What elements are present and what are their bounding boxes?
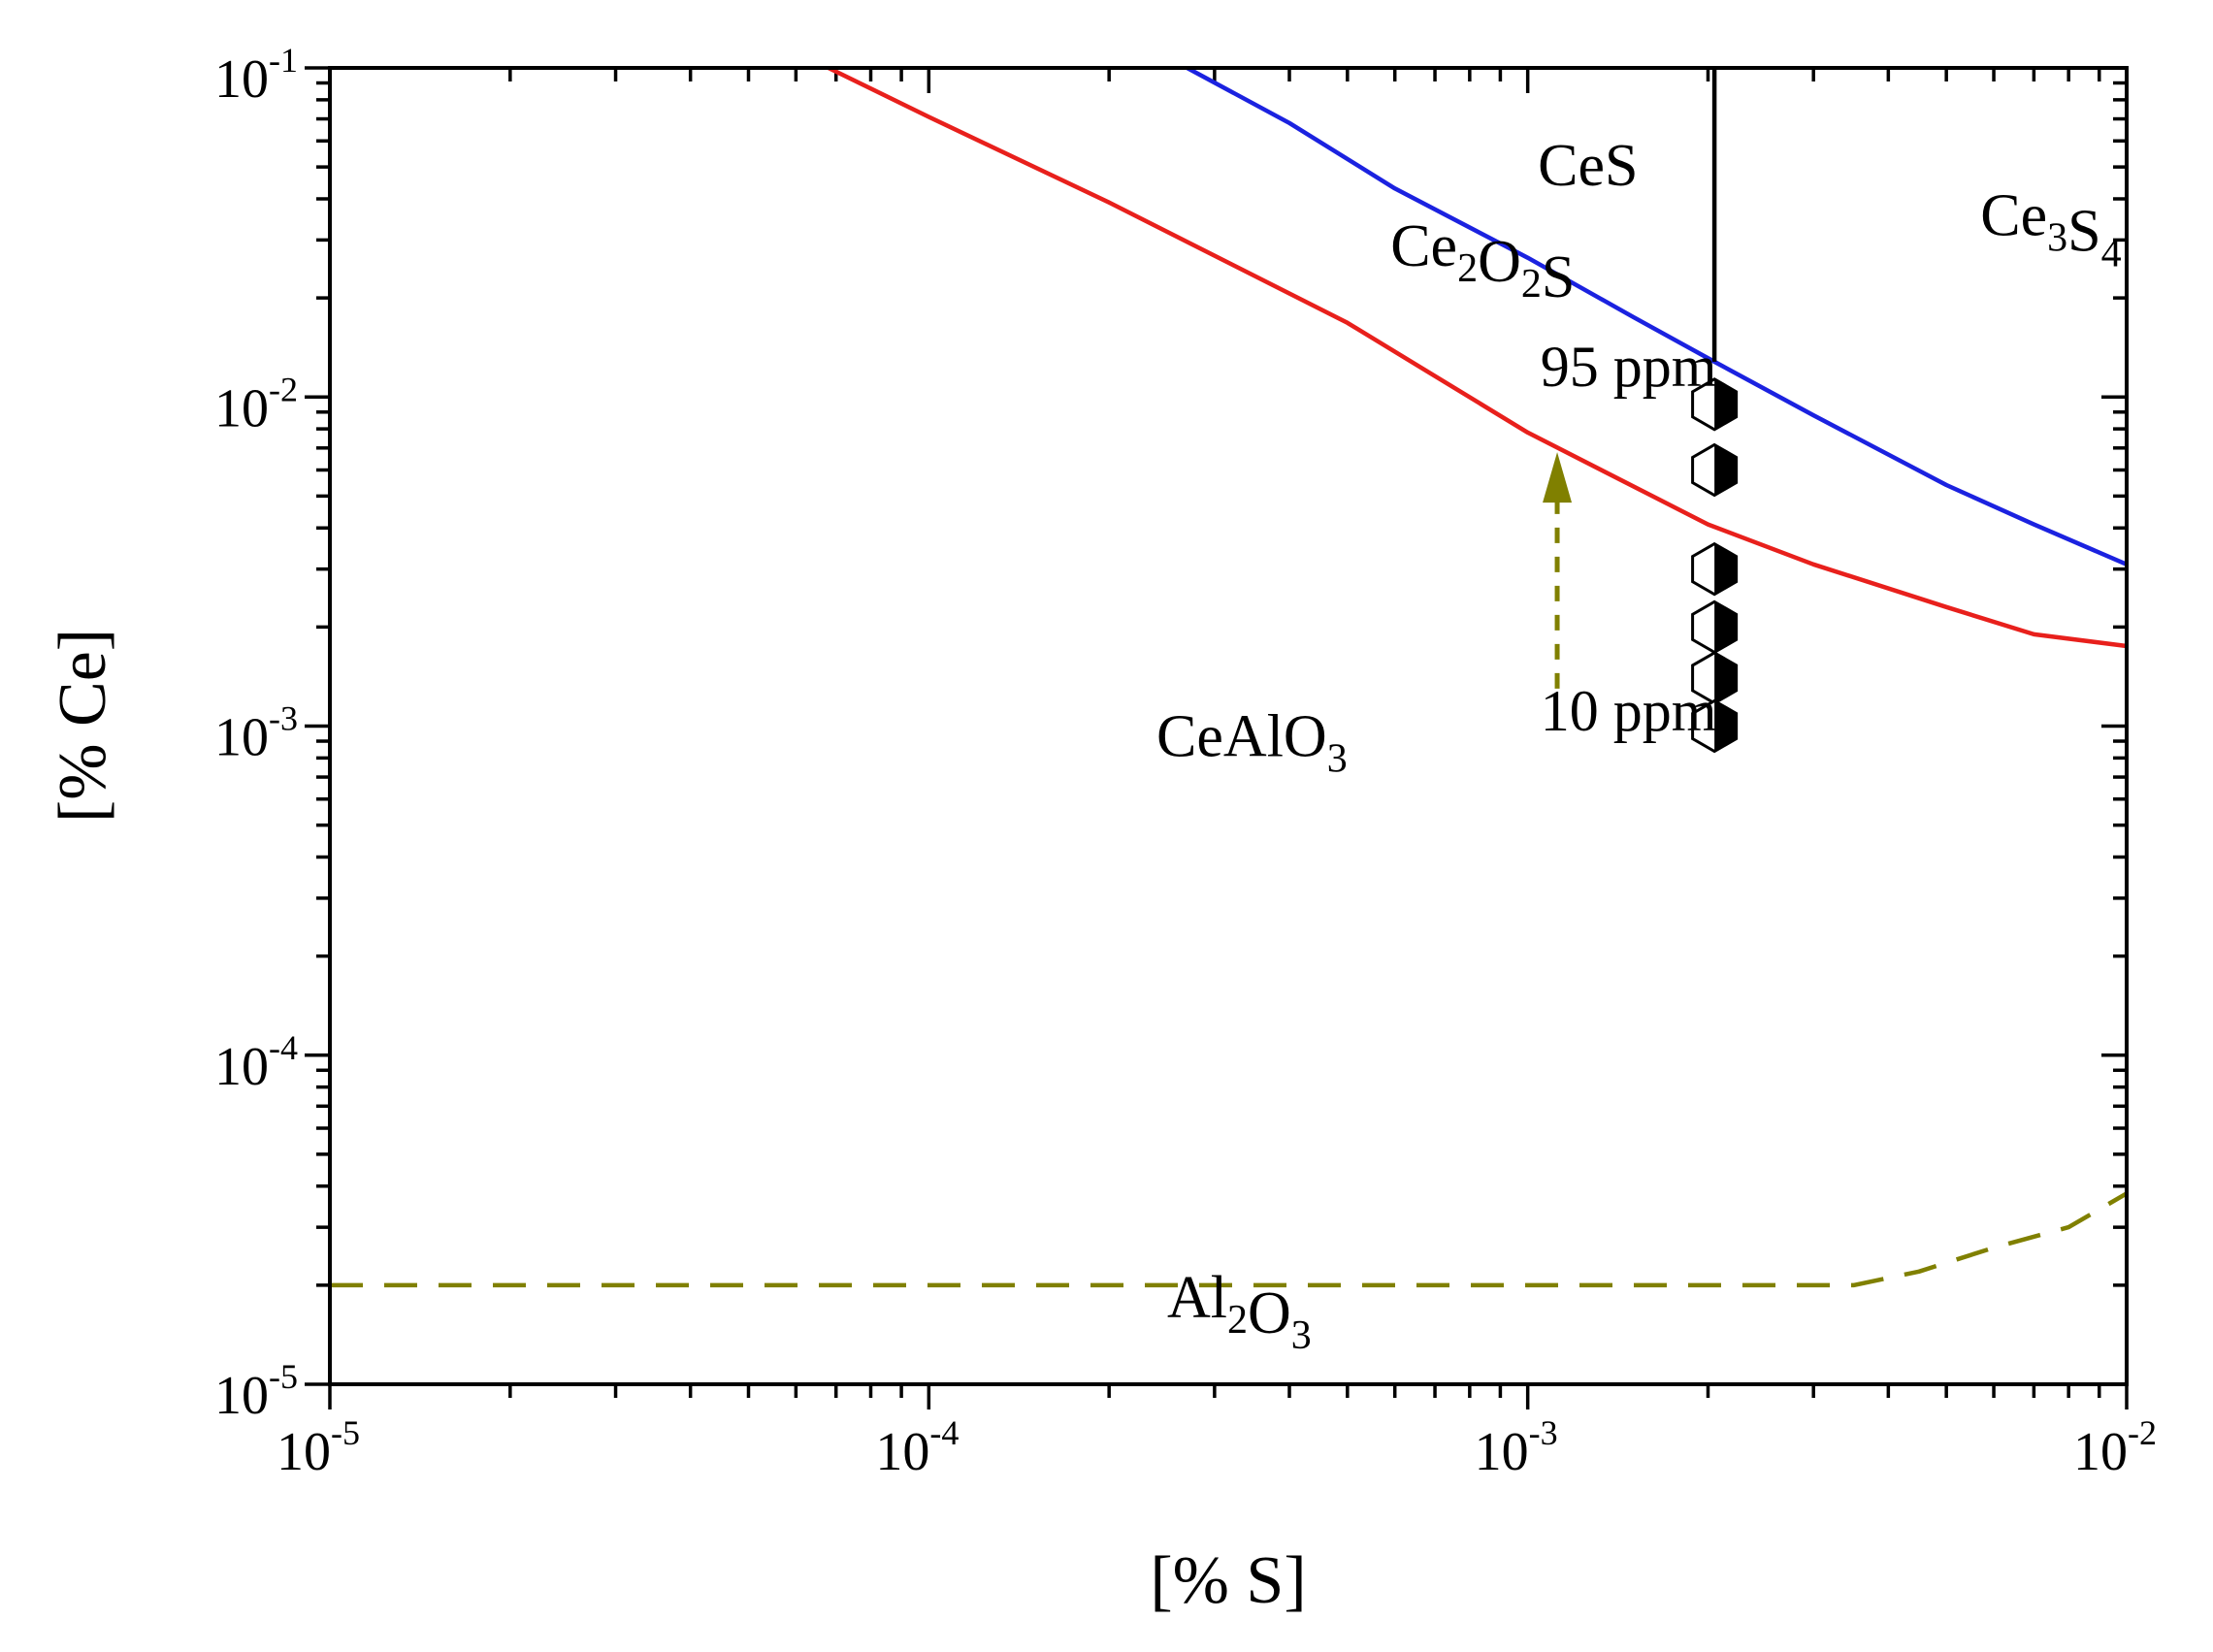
y-tick-label: 10-3 [214,699,298,768]
x-tick-label: 10-2 [2073,1413,2157,1482]
x-tick-label: 10-5 [277,1413,360,1482]
region-label: CeAlO3 [1156,704,1348,782]
region-label: CeS [1538,133,1638,199]
x-tick-label: 10-3 [1475,1413,1558,1482]
region-labels: CeS Ce3S4 Ce2O2S CeAlO3 Al2O3 [1156,133,2122,1358]
tick-labels: 10-5 10-4 10-3 10-2 10-5 10-4 10-3 10-2 10-1 [214,41,2157,1482]
annotations: 95 ppm 10 ppm [1541,335,1717,743]
y-tick-label: 10-4 [214,1028,298,1097]
series-line [1186,66,2128,567]
series-layer [330,65,2129,1288]
data-marker [1691,442,1739,498]
y-tick-label: 10-2 [214,370,298,438]
arrow-head [1543,452,1573,503]
series-line [330,1191,2129,1288]
axis-ticks [305,66,2129,1409]
arrow-layer [1543,452,1573,689]
region-label: Ce2O2S [1390,213,1575,310]
marker-layer [1691,377,1739,754]
annotation-label: 10 ppm [1541,679,1717,743]
region-label: Ce3S4 [1980,183,2121,276]
data-marker [1691,377,1739,432]
data-marker [1691,599,1739,655]
plot-frame [328,66,2129,1386]
series-line [827,65,2128,649]
annotation-label: 95 ppm [1541,335,1717,399]
y-axis-title: [% Ce] [46,629,120,823]
data-marker [1691,698,1739,754]
x-axis-title: [% S] [1150,1543,1306,1618]
y-tick-label: 10-5 [214,1357,298,1426]
region-label: Al2O3 [1167,1265,1312,1358]
y-tick-label: 10-1 [214,41,298,110]
x-tick-label: 10-4 [875,1413,959,1482]
data-marker [1691,541,1739,597]
